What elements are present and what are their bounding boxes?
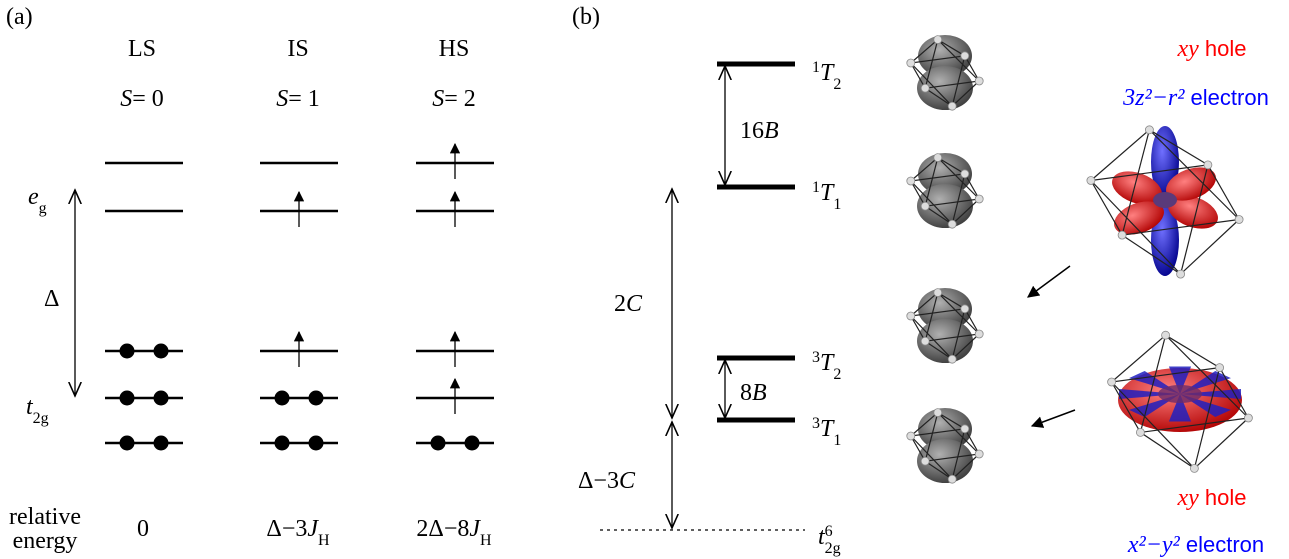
atom — [1136, 428, 1144, 436]
energy: Δ−3JH — [266, 516, 330, 549]
pointer-arrow — [1028, 266, 1070, 297]
state: IS — [287, 36, 308, 62]
atom — [1244, 414, 1252, 422]
energy: 0 — [137, 516, 149, 542]
panel-label: (a) — [6, 4, 33, 30]
term: 1T2 — [812, 59, 841, 93]
atom — [934, 154, 942, 162]
row-label: energy — [13, 528, 78, 554]
orbital — [1153, 192, 1177, 208]
level-diagram — [105, 144, 494, 451]
atom — [1190, 464, 1198, 472]
atom — [921, 337, 929, 345]
atom — [907, 59, 915, 67]
electron — [431, 436, 446, 451]
annotation: xy hole — [1176, 485, 1246, 511]
atom — [961, 52, 969, 60]
term: 3T2 — [812, 349, 841, 383]
atom — [1118, 231, 1126, 239]
spin: S= 1 — [276, 86, 320, 112]
atom — [921, 202, 929, 210]
spin: S= 2 — [432, 86, 476, 112]
ground-term: t2g6 — [818, 523, 841, 557]
bond — [1181, 220, 1240, 275]
annotation: x²−y² electron — [1127, 532, 1264, 558]
electron — [309, 436, 324, 451]
atom — [1204, 161, 1212, 169]
state: HS — [439, 36, 470, 62]
atom — [1087, 177, 1095, 185]
panel-label: (b) — [572, 4, 600, 30]
electron — [120, 436, 135, 451]
atom — [907, 177, 915, 185]
atom — [961, 425, 969, 433]
t2g-label: t2g — [26, 394, 49, 427]
atom — [921, 457, 929, 465]
electron — [275, 391, 290, 406]
atom — [934, 409, 942, 417]
atom — [934, 289, 942, 297]
electron — [120, 344, 135, 359]
electron — [465, 436, 480, 451]
electron — [154, 391, 169, 406]
atom — [948, 355, 956, 363]
atom — [1108, 378, 1116, 386]
term: 3T1 — [812, 415, 841, 449]
electron — [154, 344, 169, 359]
gap-label: Δ — [44, 286, 59, 312]
spin: S= 0 — [120, 86, 164, 112]
atom — [948, 102, 956, 110]
atom — [948, 475, 956, 483]
splitting: Δ−3C — [578, 468, 636, 494]
state: LS — [128, 36, 156, 62]
atom — [1162, 331, 1170, 339]
electron — [154, 436, 169, 451]
atom — [921, 84, 929, 92]
atom — [907, 432, 915, 440]
annotation: xy hole — [1176, 36, 1246, 62]
electron — [275, 436, 290, 451]
atom — [975, 195, 983, 203]
atom — [1216, 364, 1224, 372]
eg-label: eg — [28, 184, 47, 217]
pointer-arrow — [1032, 410, 1075, 426]
atom — [975, 77, 983, 85]
atom — [961, 170, 969, 178]
atom — [975, 450, 983, 458]
splitting: 8B — [740, 380, 767, 406]
electron — [120, 391, 135, 406]
atom — [907, 312, 915, 320]
orbital — [1158, 385, 1202, 403]
atom — [975, 330, 983, 338]
atom — [1235, 216, 1243, 224]
figure: (a) LS IS HS S= 0 S= 1 S= 2 eg Δ t2g rel… — [0, 0, 1289, 559]
row-label: relative — [9, 504, 81, 530]
splitting: 2C — [614, 291, 643, 317]
atom — [1177, 270, 1185, 278]
atom — [948, 220, 956, 228]
atom — [1145, 126, 1153, 134]
splitting: 16B — [740, 118, 779, 144]
atom — [961, 305, 969, 313]
energy: 2Δ−8JH — [416, 516, 492, 549]
atom — [934, 36, 942, 44]
annotation: 3z²−r² electron — [1122, 85, 1269, 111]
bond — [1140, 432, 1194, 468]
electron — [309, 391, 324, 406]
term: 1T1 — [812, 179, 841, 213]
